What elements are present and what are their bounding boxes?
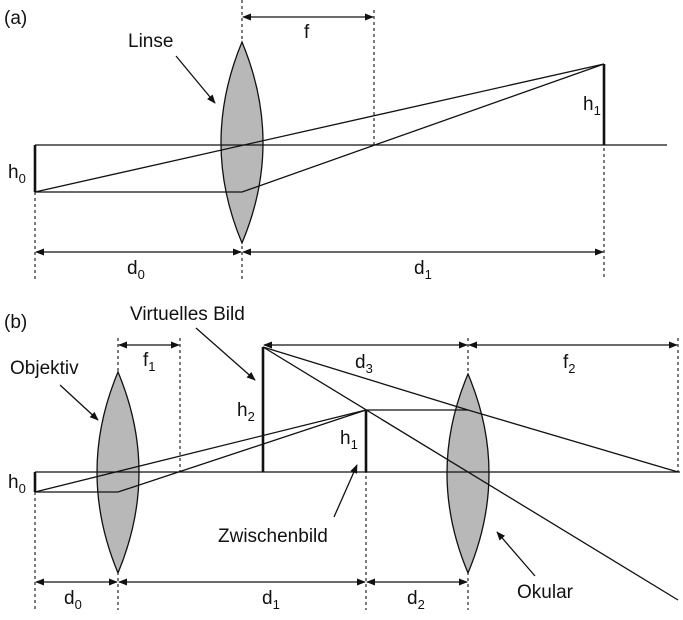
label: d1: [414, 258, 432, 282]
ray: [35, 63, 605, 193]
eyepiece-lens: [446, 372, 490, 575]
label: f1: [143, 350, 156, 374]
label: Okular: [517, 582, 574, 603]
label: h0: [8, 162, 26, 186]
ray: [35, 409, 367, 493]
lens: [220, 40, 264, 245]
panel-b: (b) Virtuelles Bild Objektiv Zwischenbil…: [4, 304, 680, 612]
label: h0: [8, 472, 26, 496]
ray: [366, 409, 679, 473]
label: Zwischenbild: [218, 526, 328, 547]
label: Linse: [128, 31, 173, 52]
pointer: [59, 384, 99, 421]
label: h1: [583, 94, 601, 118]
label: Virtuelles Bild: [130, 304, 245, 325]
label: f2: [563, 352, 576, 376]
panel-label: (a): [4, 8, 27, 29]
label: d3: [355, 352, 373, 376]
label: d2: [407, 588, 425, 612]
panel-label: (b): [4, 312, 27, 333]
panel-a: (a) Linse f h0 h1 d0 d1: [4, 0, 667, 282]
label: h1: [340, 428, 358, 452]
pointer: [333, 464, 358, 518]
label: d1: [262, 588, 280, 612]
label: d0: [64, 588, 82, 612]
label: d0: [127, 258, 145, 282]
pointer: [496, 531, 536, 577]
pointer: [195, 327, 256, 381]
label: f: [304, 22, 310, 43]
pointer: [175, 55, 216, 104]
ray: [34, 409, 367, 493]
ray: [262, 346, 679, 601]
ray: [34, 63, 605, 193]
label: Objektiv: [10, 358, 79, 379]
ray: [262, 346, 469, 411]
label: h2: [237, 400, 255, 424]
